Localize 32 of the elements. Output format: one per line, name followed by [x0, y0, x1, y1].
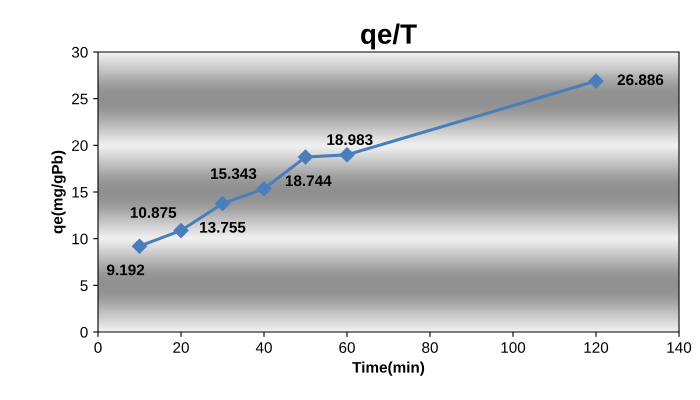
data-label: 18.983 — [327, 134, 373, 146]
x-axis-title: Time(min) — [352, 362, 424, 376]
x-tick-label: 100 — [501, 342, 526, 353]
point — [298, 149, 314, 165]
x-tick-label: 0 — [94, 342, 102, 353]
x-tick-label: 120 — [584, 342, 608, 353]
point — [173, 222, 189, 238]
x-tick-label: 80 — [422, 342, 438, 353]
data-label: 13.755 — [200, 222, 246, 233]
x-tick-label: 40 — [256, 342, 272, 353]
y-tick-label: 30 — [72, 46, 88, 58]
data-label: 26.886 — [618, 74, 664, 86]
data-label: 9.192 — [107, 264, 144, 276]
y-tick-label: 0 — [80, 326, 88, 338]
data-label: 10.875 — [130, 207, 176, 218]
x-tick-label: 60 — [339, 342, 355, 353]
point — [588, 73, 604, 89]
y-tick-label: 25 — [72, 94, 88, 104]
x-tick-label: 20 — [173, 342, 189, 353]
x-tick-label: 140 — [667, 342, 692, 353]
y-tick-label: 5 — [80, 280, 88, 292]
y-tick-label: 15 — [72, 187, 88, 198]
point — [214, 196, 230, 212]
point — [132, 238, 148, 254]
y-tick-label: 10 — [72, 234, 88, 244]
point — [256, 181, 272, 196]
y-axis-title: qe(mg/gPb) — [51, 150, 66, 234]
chart-title: qe/T — [361, 24, 417, 50]
data-label: 15.343 — [211, 168, 256, 180]
y-tick-label: 20 — [72, 140, 88, 152]
point — [339, 147, 355, 162]
data-label: 18.744 — [286, 175, 332, 186]
